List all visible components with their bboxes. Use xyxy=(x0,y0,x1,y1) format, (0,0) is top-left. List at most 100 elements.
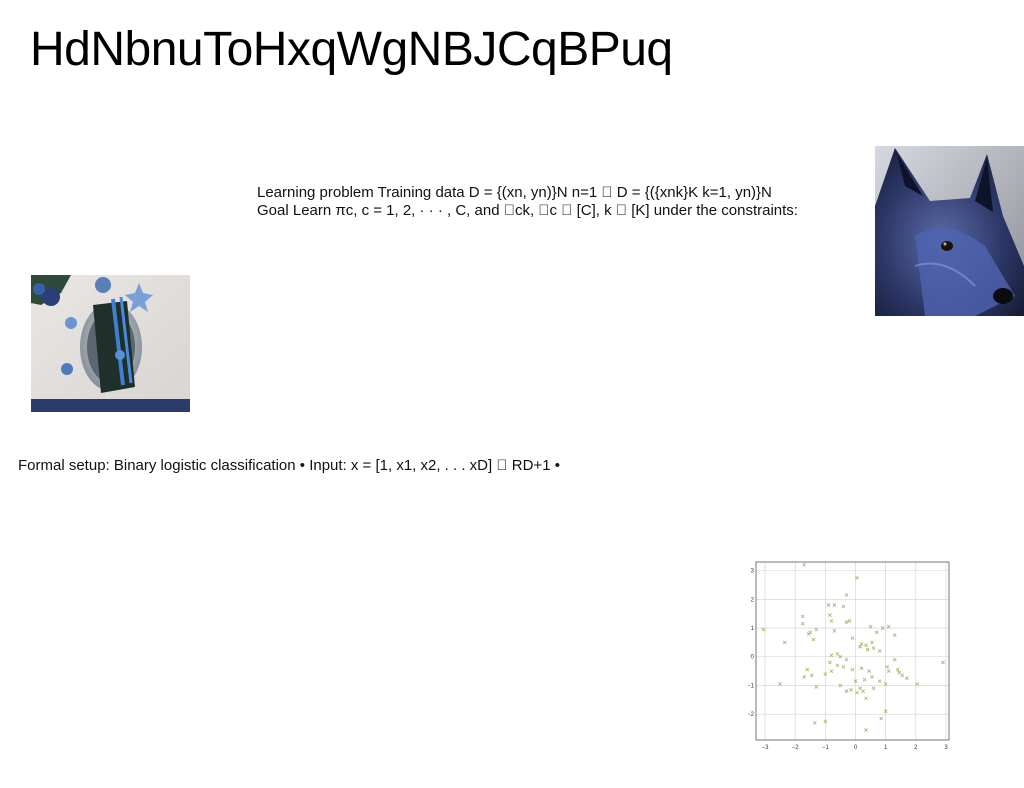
data-point xyxy=(800,621,805,626)
data-point xyxy=(870,674,874,679)
data-point xyxy=(802,674,807,679)
y-tick-label: 2 xyxy=(751,597,755,603)
learning-problem-line-2: Goal Learn πc, c = 1, 2, · · · , C, and … xyxy=(257,202,798,219)
data-point xyxy=(841,664,846,669)
x-tick-label: −2 xyxy=(792,745,800,751)
data-point xyxy=(915,682,920,686)
data-point xyxy=(861,689,865,694)
y-tick-label: −2 xyxy=(748,712,755,718)
x-tick-label: 3 xyxy=(944,745,948,751)
data-point xyxy=(829,653,834,658)
chart-grid xyxy=(756,562,949,740)
data-point xyxy=(871,686,876,691)
y-tick-label: −1 xyxy=(748,683,755,689)
data-point xyxy=(941,660,945,665)
data-point xyxy=(864,696,868,701)
data-point xyxy=(809,673,814,678)
data-point xyxy=(844,689,849,694)
data-point xyxy=(835,663,840,668)
data-point xyxy=(850,636,855,640)
data-point xyxy=(886,624,891,629)
data-point xyxy=(867,669,871,673)
data-point xyxy=(879,716,884,721)
data-point xyxy=(823,719,828,724)
x-tick-label: −3 xyxy=(762,745,770,751)
data-point xyxy=(832,603,837,607)
y-tick-label: 1 xyxy=(751,626,755,632)
data-point xyxy=(855,575,859,580)
x-tick-label: 1 xyxy=(884,745,888,751)
data-point xyxy=(812,720,817,725)
data-point xyxy=(858,686,862,691)
slide-title: HdNbnuToHxqWgNBJCqBPuq xyxy=(30,23,673,76)
data-point xyxy=(880,626,885,630)
x-tick-label: 2 xyxy=(914,745,918,751)
formal-setup-text: Formal setup: Binary logistic classifica… xyxy=(18,457,560,474)
data-point xyxy=(832,629,837,633)
y-tick-label: 0 xyxy=(751,655,755,661)
data-point xyxy=(883,709,888,714)
data-point xyxy=(855,690,859,695)
data-point xyxy=(823,672,828,676)
table-setting-photo xyxy=(31,275,190,412)
data-point xyxy=(814,627,819,632)
data-point xyxy=(782,640,787,645)
data-point xyxy=(806,631,811,636)
data-point xyxy=(865,647,870,652)
data-point xyxy=(835,651,840,656)
data-point xyxy=(870,640,874,645)
data-point xyxy=(802,562,807,567)
chart-frame xyxy=(755,561,950,741)
learning-problem-line-1: Learning problem Training data D = {(xn,… xyxy=(257,184,772,201)
data-point xyxy=(811,637,816,642)
data-point xyxy=(868,624,873,629)
data-point xyxy=(778,682,783,686)
data-point xyxy=(859,666,864,671)
data-point xyxy=(838,654,843,659)
data-point xyxy=(904,676,909,681)
data-point xyxy=(892,633,897,638)
data-point xyxy=(864,643,868,648)
data-point xyxy=(883,682,888,686)
data-point xyxy=(800,614,805,619)
data-point xyxy=(829,618,834,623)
data-point xyxy=(827,613,832,617)
data-point xyxy=(841,604,846,609)
x-tick-label: −1 xyxy=(822,745,830,751)
data-point xyxy=(847,618,852,623)
data-point xyxy=(871,646,876,651)
data-point xyxy=(897,670,902,675)
chart-points xyxy=(761,562,945,732)
data-point xyxy=(886,669,891,673)
data-point xyxy=(853,679,858,684)
dog-photo xyxy=(875,146,1024,316)
data-point xyxy=(885,664,890,669)
data-point xyxy=(827,660,832,665)
data-point xyxy=(829,669,834,673)
data-point xyxy=(761,627,766,632)
data-point xyxy=(844,620,849,625)
data-point xyxy=(814,685,819,689)
data-point xyxy=(877,649,882,653)
data-point xyxy=(877,679,882,684)
data-point xyxy=(862,677,867,682)
data-point xyxy=(859,641,864,646)
data-point xyxy=(844,593,849,597)
data-point xyxy=(874,630,879,635)
data-point xyxy=(838,683,843,688)
data-point xyxy=(858,644,862,649)
data-point xyxy=(850,667,855,672)
data-point xyxy=(844,657,849,662)
data-point xyxy=(900,673,905,678)
data-point xyxy=(864,728,868,732)
data-point xyxy=(895,667,900,672)
chart-ticks: −3 −2 −1 0 1 2 3 3 2 1 0 −1 −2 xyxy=(748,569,948,751)
x-tick-label: 0 xyxy=(854,745,858,751)
scatter-chart: −3 −2 −1 0 1 2 3 3 2 1 0 −1 −2 xyxy=(748,561,950,751)
data-point xyxy=(826,603,831,607)
y-tick-label: 3 xyxy=(751,569,755,575)
data-point xyxy=(805,667,810,672)
data-point xyxy=(892,657,897,662)
data-point xyxy=(849,687,853,692)
learning-problem-text: Learning problem Training data D = {(xn,… xyxy=(257,184,798,220)
